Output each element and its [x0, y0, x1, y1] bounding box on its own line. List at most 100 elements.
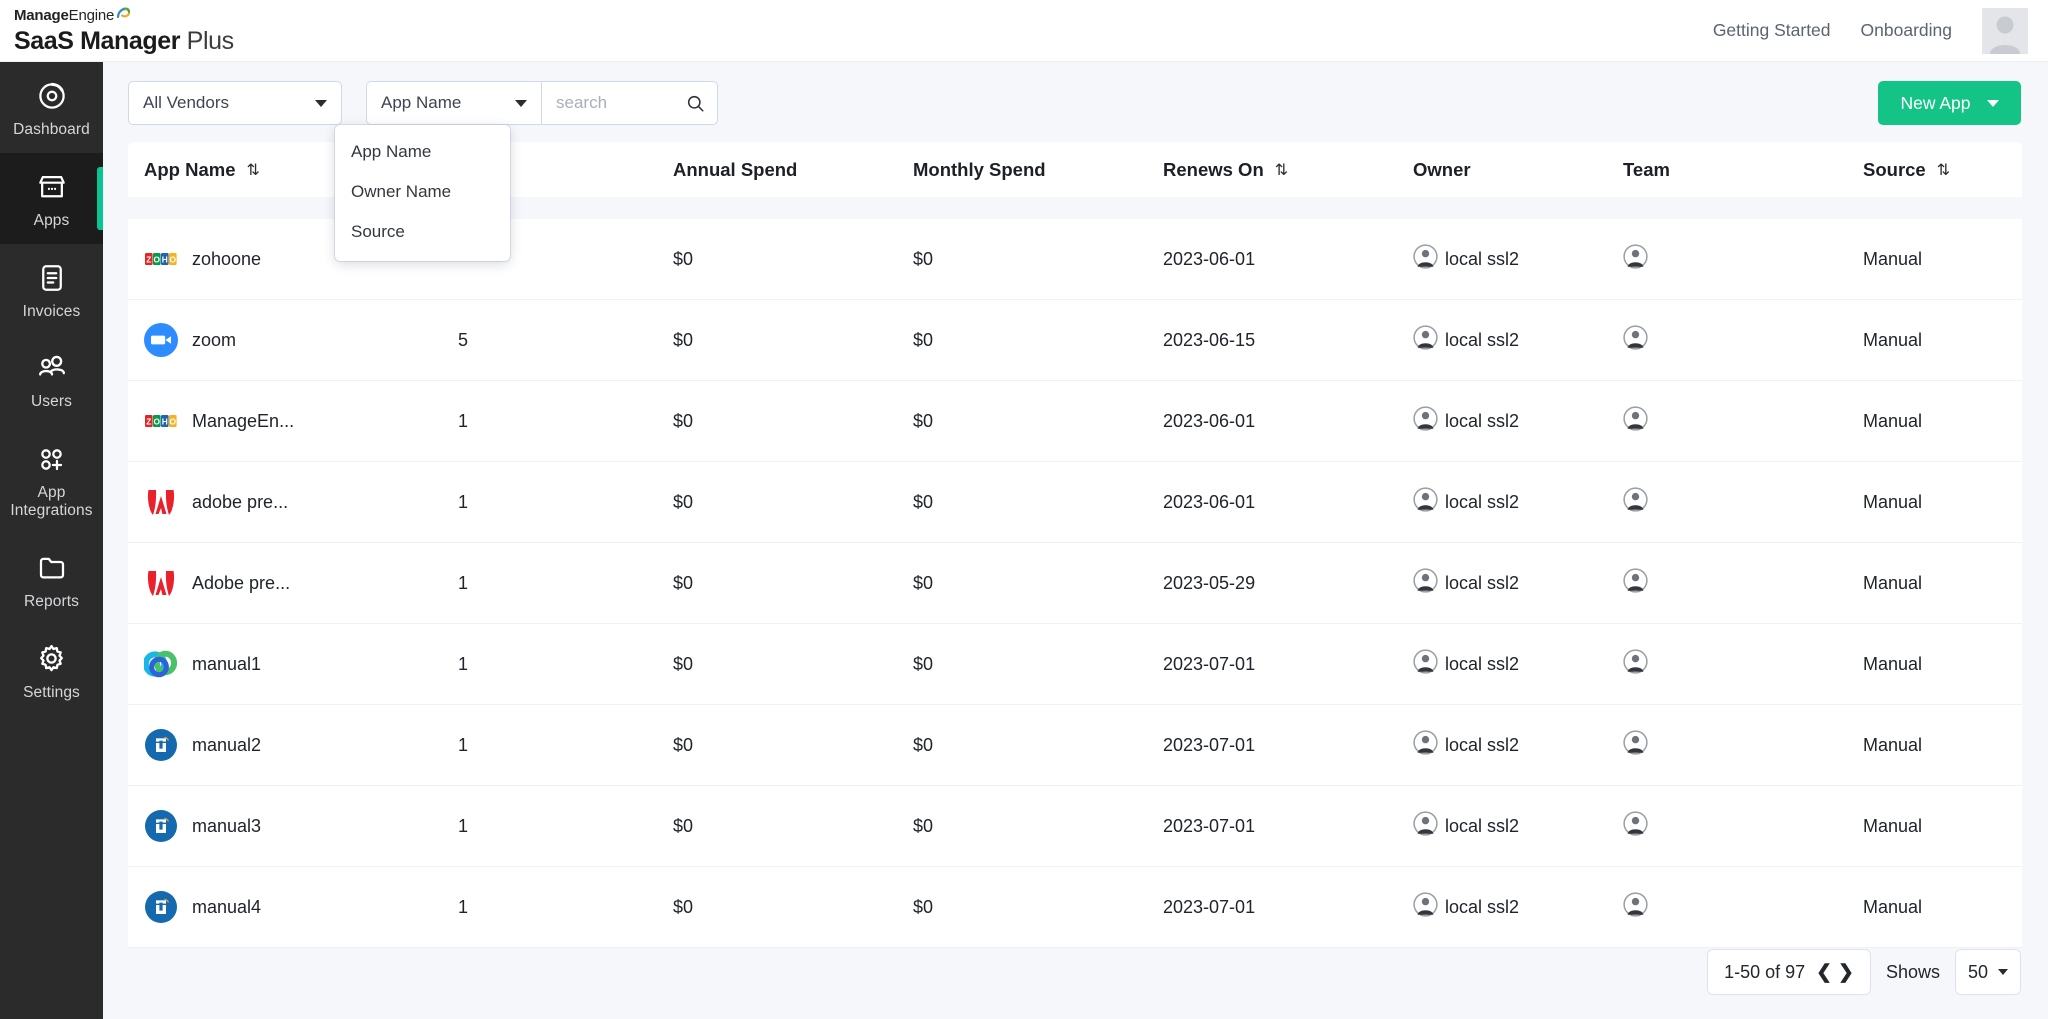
search-icon[interactable] [686, 93, 705, 114]
table-footer: 1-50 of 97 ❮ ❯ Shows 50 [1707, 949, 2021, 995]
cell-owner: local ssl2 [1413, 325, 1623, 355]
table-row[interactable]: manual3 1 $0 $0 2023-07-01 local ssl2 Ma… [128, 786, 2022, 867]
app-name-text: Adobe pre... [192, 572, 291, 593]
table-row[interactable]: manual4 1 $0 $0 2023-07-01 local ssl2 Ma… [128, 867, 2022, 948]
nav-getting-started[interactable]: Getting Started [1712, 20, 1831, 40]
cell-monthly-spend: $0 [913, 734, 934, 755]
cell-source: Manual [1863, 248, 1923, 269]
sidebar-label-settings: Settings [23, 683, 80, 701]
app-name-text: manual4 [192, 896, 262, 917]
column-label-annual-spend: Annual Spend [673, 158, 798, 180]
owner-avatar-icon [1413, 892, 1438, 922]
sidebar-item-invoices[interactable]: Invoices [0, 244, 103, 335]
brand-engine-text: Engine [68, 6, 115, 24]
column-label-app-name: App Name [144, 158, 236, 180]
column-header-annual-spend: Annual Spend [673, 159, 913, 181]
svg-text:O: O [170, 254, 177, 264]
sidebar-item-dashboard[interactable]: Dashboard [0, 62, 103, 153]
cell-app-name[interactable]: Adobe pre... [128, 566, 458, 600]
cell-team [1623, 811, 1863, 841]
sidebar-item-settings[interactable]: Settings [0, 625, 103, 716]
table-row[interactable]: manual1 1 $0 $0 2023-07-01 local ssl2 Ma… [128, 624, 2022, 705]
sidebar-item-apps[interactable]: Apps [0, 152, 103, 244]
cell-annual-spend: $0 [673, 491, 694, 512]
column-label-renews-on: Renews On [1163, 158, 1264, 180]
app-name-text: adobe pre... [192, 491, 289, 512]
column-label-owner: Owner [1413, 158, 1471, 180]
nav-onboarding[interactable]: Onboarding [1860, 20, 1952, 40]
cell-renews-on: 2023-06-15 [1163, 329, 1256, 350]
cell-app-name[interactable]: manual3 [128, 809, 458, 843]
cell-app-name[interactable]: Z O H O zohoone [128, 242, 458, 276]
sidebar-item-app-integrations[interactable]: App Integrations [0, 425, 103, 534]
app-name-text: manual2 [192, 734, 262, 755]
cell-annual-spend: $0 [673, 896, 694, 917]
new-app-button[interactable]: New App [1878, 81, 2021, 125]
cell-owner: local ssl2 [1413, 487, 1623, 517]
cell-app-name[interactable]: manual1 [128, 647, 458, 681]
sidebar-label-app-integrations: App Integrations [10, 484, 93, 520]
cell-app-name[interactable]: manual4 [128, 890, 458, 924]
svg-text:Z: Z [146, 416, 151, 426]
column-header-source[interactable]: Source ⇅ [1863, 159, 2013, 181]
cell-renews-on: 2023-05-29 [1163, 572, 1256, 593]
manageengine-swoosh-icon [117, 6, 131, 18]
page-size-select[interactable]: 50 [1955, 949, 2021, 995]
cell-team [1623, 325, 1863, 355]
sort-icon[interactable]: ⇅ [1274, 161, 1288, 179]
cell-app-name[interactable]: manual2 [128, 728, 458, 762]
dropdown-option-app-name[interactable]: App Name [351, 142, 432, 161]
column-header-renews-on[interactable]: Renews On ⇅ [1163, 159, 1413, 181]
dashboard-icon [35, 79, 69, 113]
sidebar-item-reports[interactable]: Reports [0, 534, 103, 625]
column-header-owner: Owner [1413, 159, 1623, 181]
chevron-down-icon [515, 99, 527, 107]
sort-icon[interactable]: ⇅ [1936, 161, 1950, 179]
cell-app-name[interactable]: zoom [128, 323, 458, 357]
cell-monthly-spend: $0 [913, 815, 934, 836]
cell-renews-on: 2023-06-01 [1163, 491, 1256, 512]
rings-logo-icon [144, 647, 178, 681]
cell-source: Manual [1863, 572, 1923, 593]
dropdown-option-source[interactable]: Source [351, 222, 405, 241]
sort-icon[interactable]: ⇅ [246, 161, 260, 179]
product-title: SaaS Manager Plus [14, 26, 234, 55]
cell-owner: local ssl2 [1413, 568, 1623, 598]
vendor-filter-select[interactable]: All Vendors [128, 81, 342, 125]
cell-source: Manual [1863, 815, 1923, 836]
team-avatar-icon [1623, 730, 1648, 760]
search-input[interactable] [556, 93, 686, 113]
cell-app-name[interactable]: Z O H O ManageEn... [128, 404, 458, 438]
chevron-down-icon[interactable] [1986, 99, 1999, 107]
pagination-control[interactable]: 1-50 of 97 ❮ ❯ [1707, 949, 1871, 995]
team-avatar-icon [1623, 244, 1648, 274]
product-title-plus: Plus [186, 26, 234, 55]
cell-monthly-spend: $0 [913, 491, 934, 512]
owner-name-text: local ssl2 [1445, 896, 1520, 917]
cell-team [1623, 892, 1863, 922]
owner-name-text: local ssl2 [1445, 734, 1520, 755]
column-header-app-name[interactable]: App Name ⇅ [128, 159, 458, 181]
owner-name-text: local ssl2 [1445, 329, 1520, 350]
sidebar-label-users: Users [31, 393, 72, 411]
pagination-range-label: 1-50 of 97 [1724, 961, 1806, 982]
svg-text:O: O [170, 416, 177, 426]
table-row[interactable]: adobe pre... 1 $0 $0 2023-06-01 local ss… [128, 462, 2022, 543]
table-row[interactable]: manual2 1 $0 $0 2023-07-01 local ssl2 Ma… [128, 705, 2022, 786]
new-app-label: New App [1900, 92, 1971, 113]
cell-owner: local ssl2 [1413, 406, 1623, 436]
cell-renews-on: 2023-06-01 [1163, 410, 1256, 431]
pagination-arrows[interactable]: ❮ ❯ [1816, 961, 1854, 984]
sidebar-item-users[interactable]: Users [0, 334, 103, 425]
table-row[interactable]: Z O H O ManageEn... 1 $0 $0 2023-06-01 l… [128, 381, 2022, 462]
next-page-icon[interactable]: ❯ [1838, 961, 1854, 983]
cell-app-name[interactable]: adobe pre... [128, 485, 458, 519]
search-box[interactable] [541, 81, 718, 125]
owner-name-text: local ssl2 [1445, 248, 1520, 269]
table-row[interactable]: zoom 5 $0 $0 2023-06-15 local ssl2 Manua… [128, 300, 2022, 381]
prev-page-icon[interactable]: ❮ [1816, 961, 1833, 983]
table-row[interactable]: Adobe pre... 1 $0 $0 2023-05-29 local ss… [128, 543, 2022, 624]
user-avatar[interactable] [1982, 7, 2028, 54]
search-field-select[interactable]: App Name [366, 81, 541, 125]
dropdown-option-owner-name[interactable]: Owner Name [351, 182, 452, 201]
